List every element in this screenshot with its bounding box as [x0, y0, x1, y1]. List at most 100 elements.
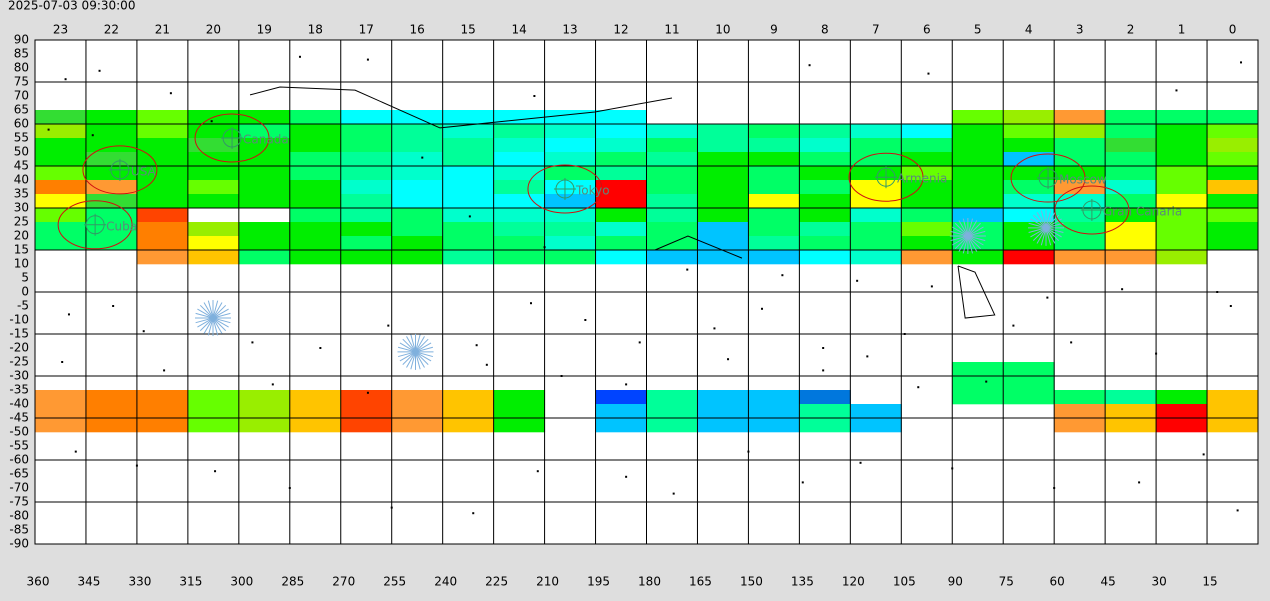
heat-cell: [289, 404, 342, 419]
y-tick-label: 40: [14, 173, 29, 187]
heat-cell: [595, 180, 647, 195]
heat-cell: [1207, 404, 1259, 419]
x-tick-label: 15: [1202, 575, 1217, 589]
heat-cell: [1054, 110, 1106, 125]
heat-cell: [1003, 110, 1055, 125]
x-tick-label: 255: [383, 575, 406, 589]
heat-cell: [442, 208, 495, 223]
y-tick-label: -55: [9, 439, 29, 453]
heat-cell: [748, 418, 800, 433]
star: [1053, 487, 1056, 489]
heat-cell: [289, 250, 342, 265]
heat-cell: [35, 222, 87, 237]
x-tick-label: 210: [536, 575, 559, 589]
heat-cell: [136, 404, 189, 419]
heat-cell: [1156, 138, 1208, 153]
hour-label: 1: [1178, 23, 1186, 37]
heat-cell: [289, 110, 342, 125]
heat-cell: [697, 180, 749, 195]
heat-cell: [391, 152, 444, 167]
heat-cell: [646, 194, 698, 209]
heat-cell: [646, 390, 698, 405]
heat-cell: [493, 208, 546, 223]
heat-cell: [850, 250, 902, 265]
heat-cell: [238, 152, 291, 167]
hour-label: 7: [872, 23, 880, 37]
y-tick-label: -85: [9, 523, 29, 537]
heat-cell: [748, 166, 800, 181]
star: [781, 274, 784, 277]
heat-cell: [493, 138, 546, 153]
heat-cell: [35, 110, 87, 125]
heat-cell: [901, 236, 953, 251]
heat-cell: [1003, 166, 1055, 181]
heat-cell: [340, 124, 393, 139]
city-range: [1054, 185, 1130, 235]
y-tick-label: -10: [9, 313, 29, 327]
heat-cell: [85, 418, 138, 433]
heat-cell: [493, 194, 546, 209]
heat-cell: [238, 124, 291, 139]
hour-label: 12: [613, 23, 628, 37]
heat-cell: [136, 194, 189, 209]
heat-cell: [697, 124, 749, 139]
x-tick-label: 285: [281, 575, 304, 589]
heat-cell: [442, 390, 495, 405]
heat-cell: [595, 404, 647, 419]
hour-label: 17: [359, 23, 374, 37]
y-tick-label: 65: [14, 103, 29, 117]
hour-label: 10: [715, 23, 730, 37]
heat-cell: [1054, 166, 1106, 181]
heat-cell: [1105, 418, 1157, 433]
heat-cell: [1207, 124, 1259, 139]
heat-cell: [442, 236, 495, 251]
y-tick-label: -50: [9, 425, 29, 439]
star: [169, 92, 172, 95]
heat-cell: [697, 208, 749, 223]
heat-cell: [340, 180, 393, 195]
heat-cell: [952, 110, 1004, 125]
hour-label: 14: [511, 23, 526, 37]
heat-cell: [493, 236, 546, 251]
city-label: USA: [131, 164, 157, 178]
heat-cell: [35, 418, 87, 433]
city: Cuba: [57, 200, 137, 250]
heat-cell: [85, 390, 138, 405]
planet: [949, 218, 986, 254]
heat-cell: [901, 180, 953, 195]
heat-cell: [1105, 236, 1157, 251]
heat-cell: [289, 124, 342, 139]
heat-cell: [187, 418, 240, 433]
heat-cell: [136, 418, 189, 433]
heat-cell: [595, 194, 647, 209]
heat-cell: [952, 166, 1004, 181]
heat-cell: [952, 180, 1004, 195]
heat-cell: [1156, 152, 1208, 167]
heat-cell: [901, 194, 953, 209]
y-tick-label: -75: [9, 495, 29, 509]
heat-cell: [544, 250, 597, 265]
star: [251, 341, 254, 344]
heat-cell: [85, 110, 138, 125]
heat-cell: [544, 124, 597, 139]
star: [625, 383, 628, 386]
y-tick-label: -45: [9, 411, 29, 425]
heat-cell: [544, 194, 597, 209]
heat-cell: [493, 110, 546, 125]
x-tick-label: 105: [893, 575, 916, 589]
star: [1121, 288, 1124, 291]
heat-cell: [901, 138, 953, 153]
heat-cell: [697, 222, 749, 237]
city-range: [527, 164, 603, 214]
heat-cell: [136, 390, 189, 405]
heat-cell: [442, 418, 495, 433]
heat-cell: [748, 138, 800, 153]
heat-cell: [1105, 110, 1157, 125]
city: Canada: [194, 113, 289, 163]
heat-cell: [799, 194, 851, 209]
star: [214, 470, 217, 473]
heat-cell: [595, 208, 647, 223]
star: [135, 464, 138, 467]
hour-label: 11: [664, 23, 679, 37]
heat-cell: [442, 194, 495, 209]
